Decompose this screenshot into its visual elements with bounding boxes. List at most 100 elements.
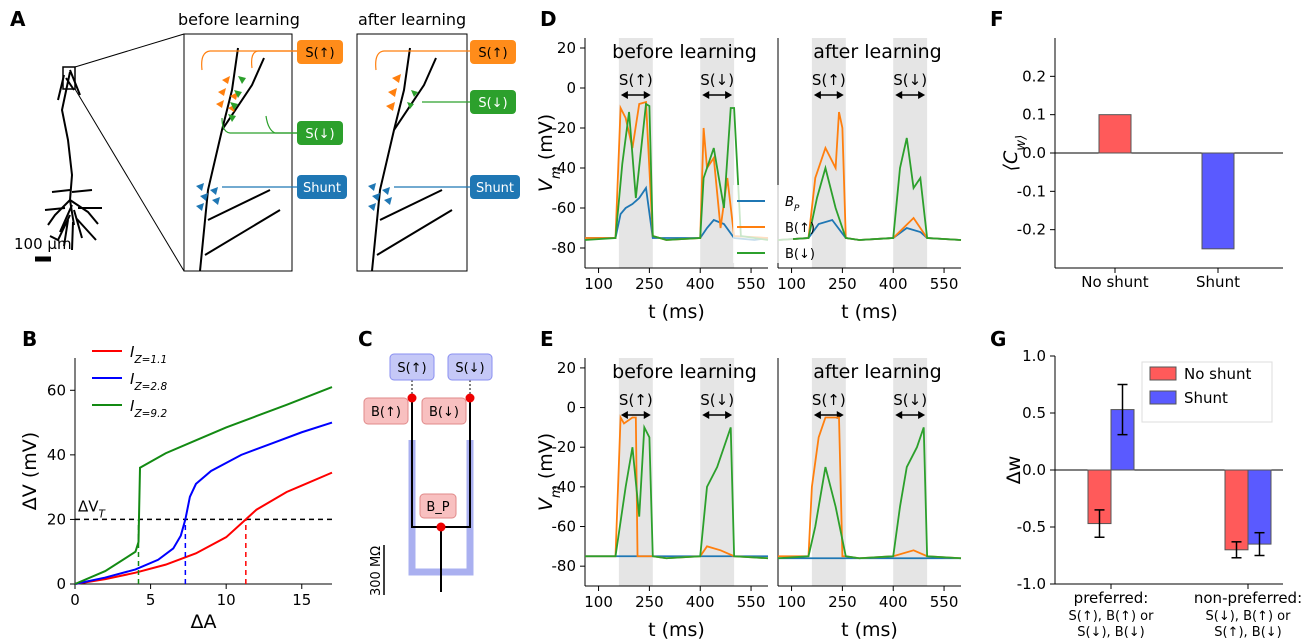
scale-bar-label: 100 μm — [14, 235, 72, 253]
g-legend-label: Shunt — [1184, 389, 1228, 407]
trace-ylabel: Vm (mV) — [535, 114, 564, 192]
f-ytick-label: -0.1 — [1017, 182, 1046, 200]
window-arrowhead — [702, 91, 733, 99]
panel-label-a: A — [10, 7, 26, 31]
b-legend-label-sub: Z=2.8 — [133, 381, 167, 393]
trace-ytick-label: -80 — [552, 239, 577, 257]
trace-ytick-label: -40 — [552, 159, 577, 177]
input-box-shunt — [297, 175, 347, 199]
a-title-after: after learning — [358, 10, 466, 29]
trace-window — [893, 358, 928, 586]
trace-xtick-label: 550 — [930, 593, 959, 611]
b-legend-label: IZ=2.8 — [130, 370, 167, 393]
a-arrows-after — [375, 50, 470, 188]
trace-title: after learning — [813, 361, 942, 383]
b-legend-label-main: I — [130, 370, 135, 388]
trace-ylabel-sub: m — [549, 166, 564, 179]
b-ytick-label: 20 — [47, 510, 66, 528]
f-ylabel-main: ⟨C — [1000, 150, 1022, 171]
b-legend-label-main: I — [130, 397, 135, 415]
trace-xlabel: t (ms) — [841, 301, 898, 323]
trace-ytick-label: 0 — [566, 79, 576, 97]
window-label: S(↑) — [812, 71, 846, 89]
input-box-up-after-label: S(↑) — [478, 46, 507, 61]
panel-e: 100 250 400 550 t (ms) before learning S(↑) S(↓… — [535, 358, 962, 641]
window-arrowhead — [895, 91, 926, 99]
a-box-before — [183, 33, 293, 272]
trace-series-line — [777, 427, 962, 560]
neuron-morphology — [44, 69, 102, 251]
input-box-down-after — [470, 90, 516, 114]
a-arrows-before — [201, 50, 297, 188]
input-box-up — [297, 40, 343, 64]
c-label-s-up: S(↑) — [397, 361, 426, 376]
b-ytick-label: 40 — [47, 446, 66, 464]
trace-ytick-label: -20 — [552, 438, 577, 456]
f-ytick-label: -0.2 — [1017, 221, 1046, 239]
window-arrowhead — [702, 411, 733, 419]
trace-ylabel-rest: (mV) — [535, 433, 557, 485]
f-ytick-label: 0.1 — [1022, 106, 1046, 124]
a-dendrite-after — [371, 47, 453, 272]
g-ytick-label: 0.5 — [1022, 404, 1046, 422]
c-box-s-down — [447, 353, 493, 381]
window-label: S(↓) — [893, 71, 927, 89]
c-box-b-down — [421, 397, 467, 425]
f-ylabel-sub: w⟩ — [1014, 135, 1029, 151]
trace-series-line — [585, 424, 769, 560]
input-box-shunt-after-label: Shunt — [476, 181, 514, 196]
c-node-left — [407, 393, 417, 403]
f-category-label: No shunt — [1081, 273, 1149, 291]
trace-xlabel: t (ms) — [648, 619, 705, 641]
window-label: S(↓) — [700, 71, 734, 89]
trace-series-line — [778, 416, 962, 560]
window-label: S(↑) — [619, 71, 653, 89]
b-series-line — [74, 386, 333, 585]
trace-series-line — [584, 102, 769, 241]
g-ytick-label: 0.0 — [1022, 461, 1046, 479]
window-arrowhead — [620, 411, 651, 419]
trace-ylabel-main: V — [535, 496, 557, 511]
panel-f: -0.2 -0.1 0.0 0.1 0.2 ⟨Cw⟩ No shunt Shunt — [1000, 38, 1283, 291]
b-legend-label-sub: Z=9.2 — [133, 408, 167, 420]
trace-xtick-label: 100 — [584, 593, 613, 611]
synapse-green — [407, 90, 418, 109]
panel-label-d: D — [540, 7, 557, 31]
trace-ylabel-rest: (mV) — [535, 114, 557, 166]
trace-ytick-label: 20 — [557, 39, 576, 57]
b-threshold-label: ΔVT — [78, 497, 107, 520]
synapse-green — [228, 76, 246, 122]
f-ylabel: ⟨Cw⟩ — [1000, 135, 1029, 172]
window-arrowhead — [813, 411, 844, 419]
trace-xtick-label: 550 — [930, 275, 959, 293]
g-ytick-label: -0.5 — [1017, 518, 1046, 536]
g-category-subline: S(↑), B(↑) or — [1069, 609, 1155, 624]
trace-ytick-label: 20 — [557, 359, 576, 377]
b-xtick-label: 0 — [70, 591, 80, 609]
b-series-line — [74, 471, 333, 585]
trace-xtick-label: 400 — [686, 275, 715, 293]
panel-c: S(↑) S(↓) B(↑) B(↓) B_P 300 MΩ — [363, 353, 493, 596]
panel-label-f: F — [990, 7, 1004, 31]
b-threshold-label-main: ΔV — [78, 497, 99, 515]
trace-xtick-label: 550 — [737, 593, 766, 611]
panel-a: 100 μm before learning S(↑) S(↓) Shun — [14, 10, 520, 272]
synapse-blue — [196, 183, 220, 211]
legend-label: B(↓) — [785, 247, 815, 262]
b-legend-label: IZ=9.2 — [130, 397, 167, 420]
b-legend-label-sub: Z=1.1 — [133, 354, 167, 366]
legend-label-sub: P — [794, 204, 800, 214]
b-xtick-label: 5 — [146, 591, 156, 609]
legend-label: B(↑) — [785, 221, 815, 236]
trace-xlabel: t (ms) — [841, 619, 898, 641]
trace-title: after learning — [813, 41, 942, 63]
input-box-up-after — [470, 40, 516, 64]
g-category-subline: S(↓), B(↑) or — [1206, 609, 1292, 624]
f-ytick-label: 0.2 — [1022, 67, 1046, 85]
f-ytick-label: 0.0 — [1022, 144, 1046, 162]
c-label-b-up: B(↑) — [371, 405, 401, 420]
trace-xtick-label: 100 — [777, 593, 806, 611]
b-xtick-label: 10 — [217, 591, 236, 609]
trace-ytick-label: 0 — [566, 399, 576, 417]
